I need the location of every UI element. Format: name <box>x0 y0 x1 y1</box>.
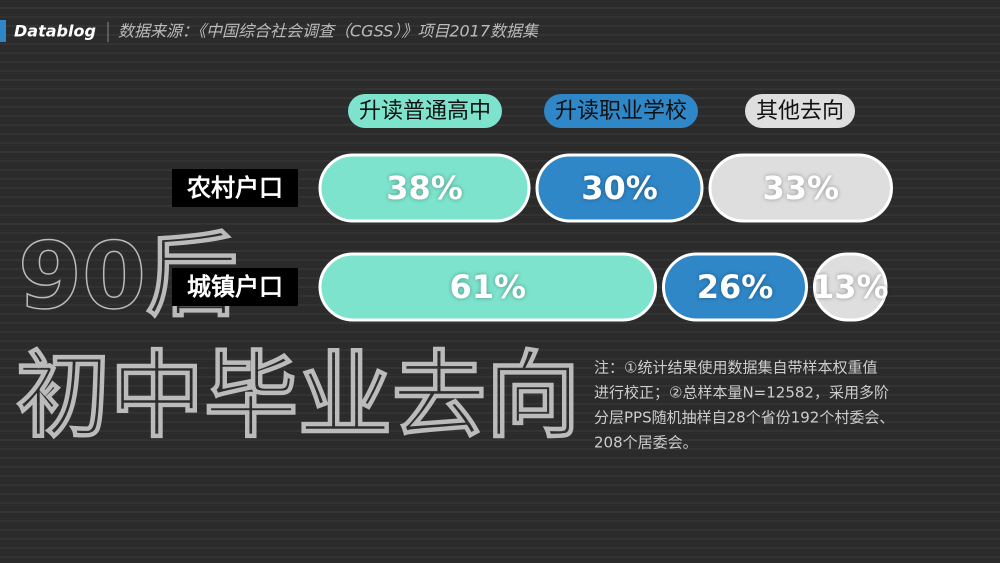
title-bottom: 初中毕业去向 <box>16 342 580 451</box>
value-label: 38% <box>386 169 463 207</box>
bar-segment <box>708 153 893 223</box>
legend-swatch <box>544 94 698 128</box>
brand: Datablog <box>14 22 96 41</box>
note-line: 进行校正；②总样本量N=12582，采用多阶 <box>594 384 889 402</box>
note-line: 208个居委会。 <box>594 434 698 452</box>
value-label: 13% <box>812 268 889 306</box>
brand-marker <box>0 20 6 42</box>
note-line: 注：①统计结果使用数据集自带样本权重值 <box>594 359 877 377</box>
value-label: 26% <box>697 268 774 306</box>
legend-label: 其他去向 <box>756 99 844 124</box>
bar-segment <box>662 252 808 322</box>
bar-segment <box>535 153 704 223</box>
bar-segment <box>318 153 531 223</box>
legend-label: 升读职业学校 <box>555 99 687 124</box>
legend-label: 升读普通高中 <box>359 99 491 124</box>
category-box <box>172 169 298 207</box>
note-line: 分层PPS随机抽样自28个省份192个村委会、 <box>594 409 894 427</box>
bar-segment <box>813 252 888 322</box>
source: 数据来源：《中国综合社会调查（CGSS）》项目2017数据集 <box>118 22 540 41</box>
category-box <box>172 268 298 306</box>
value-label: 61% <box>449 268 526 306</box>
category-label: 城镇户口 <box>187 273 283 301</box>
category-label: 农村户口 <box>186 174 283 202</box>
bar-segment <box>318 252 657 322</box>
legend-swatch <box>348 94 502 128</box>
value-label: 30% <box>581 169 658 207</box>
value-label: 33% <box>762 169 839 207</box>
legend-swatch <box>745 94 855 128</box>
